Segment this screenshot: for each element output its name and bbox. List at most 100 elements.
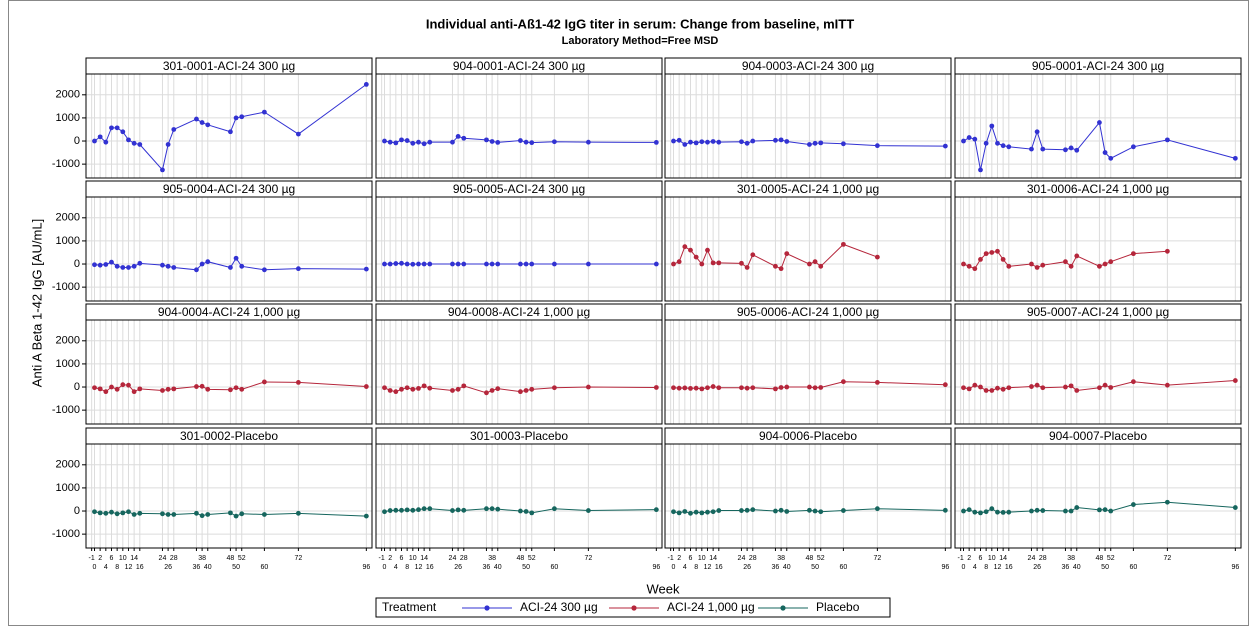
data-point [676, 259, 682, 265]
data-point [171, 127, 177, 132]
data-point [653, 507, 659, 513]
plot-border [85, 319, 373, 425]
data-point [295, 510, 301, 516]
data-point [489, 139, 495, 144]
data-point [773, 508, 778, 514]
data-point [160, 262, 165, 268]
data-point [165, 263, 171, 269]
data-point [995, 140, 1000, 146]
plot-border [954, 196, 1242, 302]
data-point [750, 385, 756, 391]
panel: 301-0003-Placebo-10246810121416242628363… [375, 427, 663, 571]
data-point [416, 507, 421, 513]
data-point [688, 247, 693, 253]
x-tick-label: 52 [528, 555, 536, 562]
y-tick-label: 2000 [56, 89, 80, 101]
x-tick-label: 50 [232, 564, 240, 571]
panel-title: 904-0006-Placebo [759, 429, 857, 443]
data-point [120, 510, 126, 516]
data-point [109, 125, 114, 131]
data-point [961, 385, 966, 391]
data-point [812, 385, 818, 391]
data-point [233, 115, 239, 121]
data-point [942, 143, 948, 149]
x-tick-label: 8 [405, 564, 409, 571]
data-point [807, 261, 812, 267]
data-point [840, 508, 846, 513]
data-point [137, 260, 143, 266]
data-point [972, 266, 978, 272]
x-tick-label: 24 [159, 555, 167, 562]
x-tick-label: 96 [362, 564, 370, 571]
plot-border [375, 443, 663, 549]
data-point [1130, 379, 1136, 385]
x-tick-label: 0 [93, 564, 97, 571]
data-point [137, 142, 143, 147]
data-point [228, 129, 233, 135]
data-point [585, 508, 591, 513]
data-point [874, 143, 880, 149]
panel-title: 904-0003-ACI-24 300 µg [742, 59, 874, 73]
data-point [750, 507, 756, 513]
y-tick-label: -1000 [52, 404, 80, 416]
data-point [1063, 508, 1068, 514]
data-point [416, 139, 421, 145]
data-point [784, 509, 790, 514]
data-point [416, 261, 421, 267]
data-point [92, 385, 97, 391]
panel: 904-0003-ACI-24 300 µg [664, 57, 952, 179]
data-point [682, 142, 688, 147]
data-point [239, 511, 245, 517]
data-point [1068, 263, 1074, 269]
data-point [1074, 388, 1080, 393]
data-point [103, 389, 109, 395]
y-tick-label: 1000 [56, 112, 80, 124]
data-point [710, 509, 716, 515]
data-point [671, 138, 676, 144]
x-tick-label: 14 [709, 555, 717, 562]
data-point [363, 82, 369, 87]
panel: 905-0007-ACI-24 1,000 µg [954, 303, 1242, 425]
data-point [1102, 261, 1108, 267]
data-point [671, 385, 676, 391]
data-point [205, 122, 211, 128]
data-point [961, 508, 966, 514]
data-point [705, 139, 710, 145]
data-point [261, 512, 267, 517]
data-point [739, 139, 744, 145]
data-point [199, 513, 205, 519]
data-point [1040, 508, 1046, 513]
x-tick-label: 48 [517, 555, 525, 562]
data-point [239, 263, 245, 269]
data-point [295, 380, 301, 385]
legend: Treatment ACI-24 300 µg ACI-24 1,000 µg Pla… [375, 597, 891, 618]
x-tick-label: 16 [715, 564, 723, 571]
data-point [461, 383, 467, 389]
legend-title: Treatment [382, 600, 437, 614]
data-point [1108, 508, 1114, 514]
data-point [399, 260, 404, 266]
x-tick-label: 4 [683, 564, 687, 571]
panel: 301-0006-ACI-24 1,000 µg [954, 180, 1242, 302]
x-tick-label: 28 [460, 555, 468, 562]
data-point [716, 139, 722, 145]
data-point [1102, 382, 1108, 388]
data-point [92, 509, 97, 515]
data-point [693, 140, 699, 146]
x-tick-label: 96 [1231, 564, 1239, 571]
data-point [874, 380, 880, 385]
data-point [523, 261, 529, 267]
data-point [455, 386, 461, 392]
x-tick-label: 4 [973, 564, 977, 571]
x-tick-label: 96 [941, 564, 949, 571]
data-point [699, 139, 705, 145]
data-point [1029, 384, 1034, 389]
x-tick-label: 16 [426, 564, 434, 571]
data-point [1006, 144, 1012, 150]
data-point [137, 386, 143, 392]
x-tick-label: 52 [1107, 555, 1115, 562]
data-point [399, 137, 404, 143]
x-tick-label: 38 [777, 555, 785, 562]
x-tick-label: 24 [738, 555, 746, 562]
data-point [97, 262, 103, 268]
